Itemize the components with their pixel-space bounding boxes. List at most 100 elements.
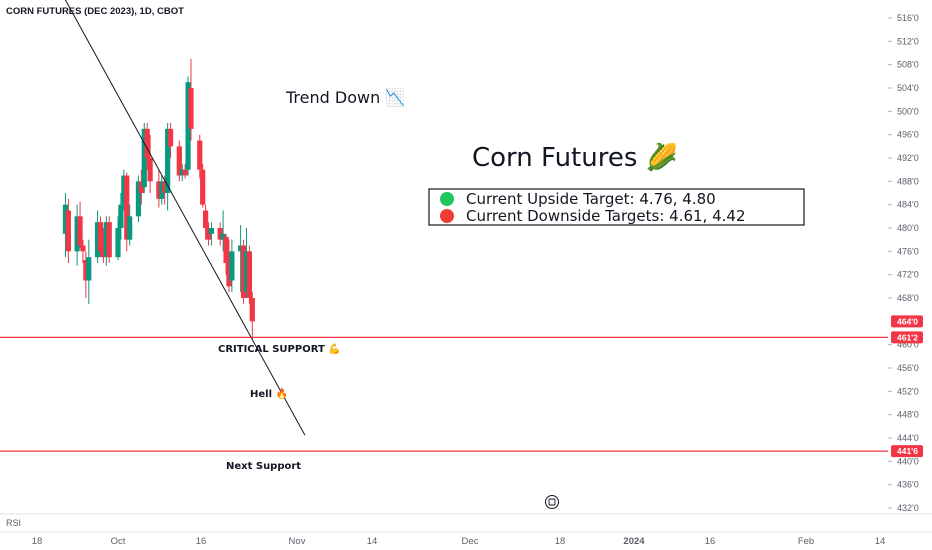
candle-body xyxy=(167,128,174,147)
candle-body xyxy=(185,82,191,170)
price-tick-label: 508'0 xyxy=(897,60,919,70)
candle xyxy=(159,175,165,205)
candle-body xyxy=(94,222,101,258)
price-tick-label: 436'0 xyxy=(897,480,919,490)
price-tag-label: 464'0 xyxy=(897,316,918,326)
price-tick-label: 448'0 xyxy=(897,410,919,420)
candle-body xyxy=(106,222,112,258)
time-tick-label: Oct xyxy=(111,536,126,547)
price-tag-bg xyxy=(891,445,923,458)
clock-icon[interactable] xyxy=(545,495,559,509)
candle xyxy=(62,193,69,258)
price-tick-label: 492'0 xyxy=(897,153,919,163)
candle-body xyxy=(118,204,124,228)
candle xyxy=(94,210,101,263)
targets-box-frame xyxy=(428,188,805,226)
candle-body xyxy=(223,236,229,263)
candle-body xyxy=(141,128,147,188)
candle-body xyxy=(103,222,109,258)
candle xyxy=(226,239,232,293)
candle xyxy=(100,228,106,263)
candle xyxy=(223,233,229,275)
candle xyxy=(249,292,255,339)
candle xyxy=(77,201,83,249)
candle-body xyxy=(200,169,206,205)
price-tag-bg xyxy=(891,315,923,328)
candle-body xyxy=(182,169,188,176)
candle xyxy=(65,198,71,263)
critical-support-label: CRITICAL SUPPORT 💪 xyxy=(218,342,341,355)
time-axis[interactable]: 18 Oct 16 Nov 14 Dec 18 2024 16 Feb 14 xyxy=(32,536,886,547)
price-tag: 461'2 xyxy=(891,331,923,344)
candle xyxy=(200,163,206,208)
symbol-title: CORN FUTURES (DEC 2023), 1D, CBOT xyxy=(6,6,184,17)
candle xyxy=(182,163,188,179)
candle-body xyxy=(156,181,162,199)
candle xyxy=(220,210,226,252)
candle-body xyxy=(220,233,226,240)
downside-target-text: Current Downside Targets: 4.61, 4.42 xyxy=(466,207,746,225)
candle xyxy=(121,169,127,211)
price-tick-label: 456'0 xyxy=(897,363,919,373)
next-support-label: Next Support xyxy=(226,461,301,472)
candle-body xyxy=(127,216,133,240)
candle xyxy=(185,76,191,176)
trend-line[interactable] xyxy=(63,0,306,436)
candle-body xyxy=(217,228,223,240)
candle xyxy=(188,58,194,141)
candle xyxy=(238,225,244,293)
candle-body xyxy=(100,233,106,258)
price-tag: 441'6 xyxy=(891,445,923,458)
candle xyxy=(80,239,86,263)
candle xyxy=(205,222,212,246)
candle-body xyxy=(97,222,104,252)
candle-body xyxy=(238,245,244,252)
candle xyxy=(103,216,109,266)
candle-body xyxy=(124,175,130,240)
candle xyxy=(176,140,182,182)
candle-body xyxy=(203,210,209,228)
candle xyxy=(167,123,174,158)
targets-box: Current Upside Target: 4.76, 4.80 Curren… xyxy=(428,188,805,226)
trend-down-label: Trend Down 📉 xyxy=(285,88,405,107)
candle xyxy=(86,239,92,304)
candle xyxy=(124,172,130,252)
time-tick-label: 16 xyxy=(196,536,207,547)
candle-body xyxy=(246,251,252,298)
candle-body xyxy=(74,216,80,252)
time-tick-label: 16 xyxy=(705,536,716,547)
candle xyxy=(165,123,171,211)
candle-body xyxy=(165,128,171,193)
price-axis[interactable]: 516'0 512'0 508'0 504'0 500'0 496'0 492'0 488'0… xyxy=(888,13,919,513)
candle xyxy=(97,216,104,258)
candle xyxy=(246,245,252,304)
price-tick-label: 432'0 xyxy=(897,503,919,513)
price-tick-label: 452'0 xyxy=(897,386,919,396)
price-tick-label: 460'0 xyxy=(897,340,919,350)
time-tick-label: Nov xyxy=(289,536,306,547)
price-tick-label: 444'0 xyxy=(897,433,919,443)
candle xyxy=(74,204,80,266)
candle-body xyxy=(62,204,69,234)
price-tick-label: 512'0 xyxy=(897,36,919,46)
candle xyxy=(135,175,142,223)
candle-body xyxy=(229,251,235,281)
candle-body xyxy=(115,228,121,258)
time-tick-label: 18 xyxy=(555,536,566,547)
candle-body xyxy=(147,158,153,182)
candle xyxy=(127,204,133,246)
candle-body xyxy=(162,181,168,193)
price-tag: 464'0 xyxy=(891,315,923,328)
candle-body xyxy=(179,169,185,176)
price-tick-label: 480'0 xyxy=(897,223,919,233)
rsi-label: RSI xyxy=(6,518,21,528)
price-tick-label: 440'0 xyxy=(897,456,919,466)
candle xyxy=(115,216,121,261)
candle-body xyxy=(83,260,89,281)
time-tick-label: 14 xyxy=(367,536,378,547)
candle-body xyxy=(80,245,86,252)
candle-body xyxy=(77,216,83,246)
candle xyxy=(147,134,153,193)
hell-label: Hell 🔥 xyxy=(250,387,288,400)
